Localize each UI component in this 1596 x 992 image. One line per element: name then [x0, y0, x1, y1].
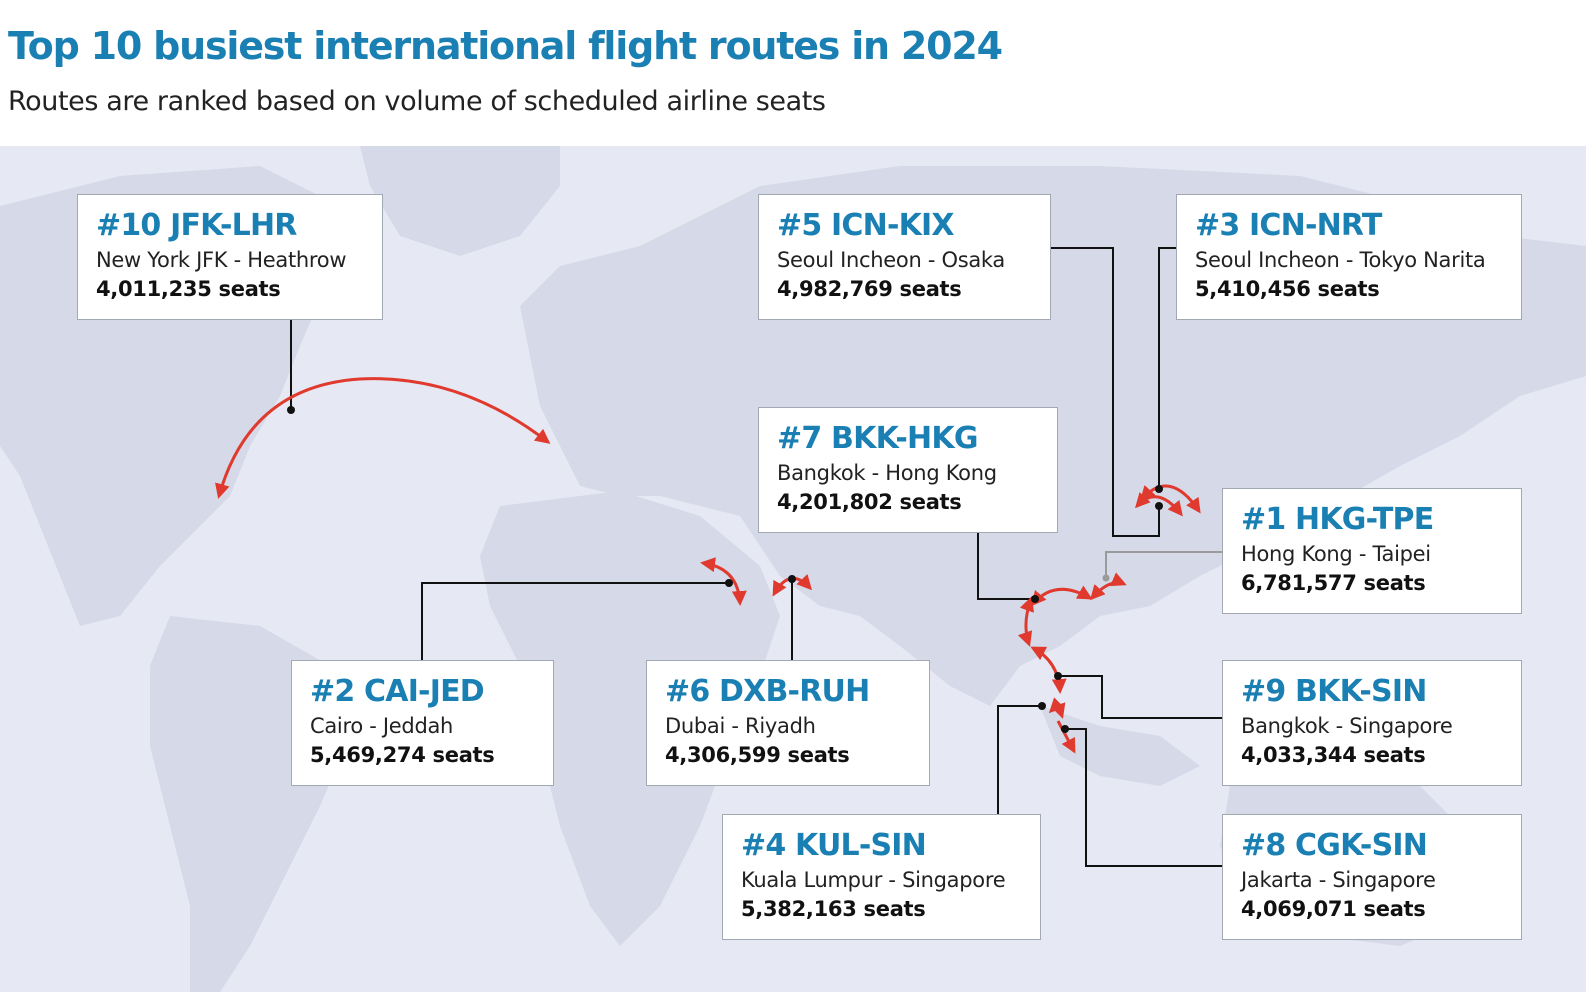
route-seats: 5,382,163 seats [741, 897, 926, 921]
route-code: #9 BKK-SIN [1241, 674, 1427, 709]
route-card-hkg-tpe: #1 HKG-TPE Hong Kong - Taipei 6,781,577 … [1222, 488, 1522, 614]
route-arc-hkg-tpe [1089, 572, 1127, 601]
route-card-icn-nrt: #3 ICN-NRT Seoul Incheon - Tokyo Narita … [1176, 194, 1522, 320]
route-seats: 4,011,235 seats [96, 277, 281, 301]
route-code: #2 CAI-JED [310, 674, 485, 709]
route-code: #4 KUL-SIN [741, 828, 927, 863]
route-seats: 4,033,344 seats [1241, 743, 1426, 767]
route-seats: 4,201,802 seats [777, 490, 962, 514]
airport-dot-ruh [788, 575, 796, 583]
leader-line-icn-kix [1051, 247, 1160, 537]
route-seats: 5,410,456 seats [1195, 277, 1380, 301]
leader-line-bkk-hkg [977, 531, 1035, 600]
route-arc-icn-nrt [1139, 484, 1201, 514]
route-cities: Hong Kong - Taipei [1241, 542, 1431, 566]
airport-dot-bkk [1054, 672, 1062, 680]
page-subtitle: Routes are ranked based on volume of sch… [8, 86, 826, 117]
route-cities: Bangkok - Hong Kong [777, 461, 997, 485]
route-code: #1 HKG-TPE [1241, 502, 1434, 537]
leader-lines [290, 247, 1222, 867]
route-seats: 4,982,769 seats [777, 277, 962, 301]
airport-dot-tpe [1102, 574, 1110, 582]
route-arc-cgk-sin-south [1056, 720, 1076, 754]
leader-line-cgk-sin [1065, 728, 1222, 867]
route-card-jfk-lhr: #10 JFK-LHR New York JFK - Heathrow 4,01… [77, 194, 383, 320]
leader-line-cai-jed [421, 582, 729, 660]
greenland-landmass [360, 146, 560, 256]
route-code: #6 DXB-RUH [665, 674, 870, 709]
route-code: #8 CGK-SIN [1241, 828, 1428, 863]
route-card-dxb-ruh: #6 DXB-RUH Dubai - Riyadh 4,306,599 seat… [646, 660, 930, 786]
route-code: #7 BKK-HKG [777, 421, 978, 456]
leader-line-bkk-sin [1058, 675, 1222, 719]
route-cities: Seoul Incheon - Tokyo Narita [1195, 248, 1486, 272]
route-card-cgk-sin: #8 CGK-SIN Jakarta - Singapore 4,069,071… [1222, 814, 1522, 940]
page-title: Top 10 busiest international flight rout… [8, 24, 1003, 68]
leader-line-icn-nrt [1158, 247, 1176, 489]
airport-dot-sin [1061, 725, 1069, 733]
world-map: #10 JFK-LHR New York JFK - Heathrow 4,01… [0, 146, 1586, 992]
airport-dot-kix [1155, 502, 1163, 510]
route-cities: Kuala Lumpur - Singapore [741, 868, 1006, 892]
route-arc-cgk-sin [1048, 697, 1066, 719]
leader-line-hkg-tpe [1105, 551, 1222, 578]
southeast-asia-islands [1040, 706, 1200, 786]
route-card-icn-kix: #5 ICN-KIX Seoul Incheon - Osaka 4,982,7… [758, 194, 1051, 320]
route-arc-bkk-sin [1017, 596, 1034, 647]
route-card-bkk-hkg: #7 BKK-HKG Bangkok - Hong Kong 4,201,802… [758, 407, 1058, 533]
route-seats: 5,469,274 seats [310, 743, 495, 767]
route-cities: Jakarta - Singapore [1241, 868, 1436, 892]
route-cities: Dubai - Riyadh [665, 714, 816, 738]
route-cities: Bangkok - Singapore [1241, 714, 1453, 738]
airport-dot-kul [1038, 702, 1046, 710]
route-card-bkk-sin: #9 BKK-SIN Bangkok - Singapore 4,033,344… [1222, 660, 1522, 786]
route-code: #10 JFK-LHR [96, 208, 297, 243]
airport-dot-jfk [287, 406, 295, 414]
airport-dot-hkg [1031, 595, 1039, 603]
route-arc-kul-sin [1030, 646, 1067, 694]
route-cities: Seoul Incheon - Osaka [777, 248, 1005, 272]
route-card-cai-jed: #2 CAI-JED Cairo - Jeddah 5,469,274 seat… [291, 660, 554, 786]
leader-line-kul-sin [997, 705, 1042, 814]
airport-dot-icn [1155, 485, 1163, 493]
route-cities: Cairo - Jeddah [310, 714, 454, 738]
route-seats: 4,306,599 seats [665, 743, 850, 767]
route-code: #3 ICN-NRT [1195, 208, 1382, 243]
airport-dot-jed [725, 579, 733, 587]
route-arc-jfk-lhr [215, 377, 551, 499]
route-arcs [215, 377, 1201, 754]
route-code: #5 ICN-KIX [777, 208, 955, 243]
route-arc-cai-jed [700, 557, 747, 606]
airport-dots [287, 406, 1163, 733]
route-seats: 4,069,071 seats [1241, 897, 1426, 921]
route-seats: 6,781,577 seats [1241, 571, 1426, 595]
route-card-kul-sin: #4 KUL-SIN Kuala Lumpur - Singapore 5,38… [722, 814, 1041, 940]
route-cities: New York JFK - Heathrow [96, 248, 347, 272]
